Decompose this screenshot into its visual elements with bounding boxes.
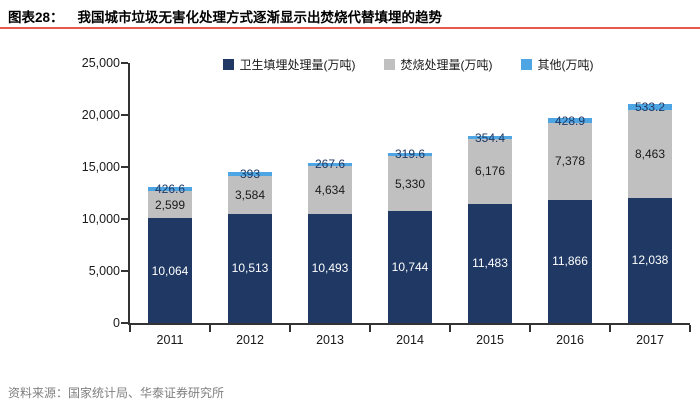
y-tick-label: 20,000 bbox=[81, 108, 120, 122]
x-tick-mark bbox=[209, 325, 211, 332]
bar-label-incineration-2017: 8,463 bbox=[634, 146, 666, 161]
bar-segment-other-2017 bbox=[628, 104, 672, 110]
x-category-label: 2011 bbox=[156, 333, 184, 347]
bar-label-incineration-2012: 3,584 bbox=[234, 188, 266, 203]
legend-label-incineration: 焚烧处理量(万吨) bbox=[400, 57, 493, 72]
bar-segment-landfill-2013 bbox=[308, 213, 352, 323]
y-tick-mark bbox=[121, 270, 128, 272]
bar-segment-incineration-2011 bbox=[148, 191, 192, 219]
x-tick-mark bbox=[529, 325, 531, 332]
bar-label-incineration-2013: 4,634 bbox=[314, 182, 346, 197]
bar-segment-incineration-2012 bbox=[228, 176, 272, 214]
bar-segment-incineration-2017 bbox=[628, 109, 672, 198]
figure-number: 图表28： bbox=[8, 10, 64, 25]
bar-segment-other-2015 bbox=[468, 135, 512, 140]
figure-title: 我国城市垃圾无害化处理方式逐渐显示出焚烧代替填埋的趋势 bbox=[77, 10, 443, 25]
bar-segment-landfill-2015 bbox=[468, 203, 512, 323]
bar-label-landfill-2013: 10,493 bbox=[311, 261, 349, 276]
legend-swatch-incineration bbox=[383, 58, 395, 70]
legend-item-landfill: 卫生填埋处理量(万吨) bbox=[222, 56, 356, 73]
bar-label-incineration-2015: 6,176 bbox=[474, 164, 506, 179]
y-tick-mark bbox=[121, 114, 128, 116]
header-divider bbox=[0, 27, 700, 29]
bar-label-landfill-2015: 11,483 bbox=[472, 256, 508, 271]
bar-segment-other-2016 bbox=[548, 118, 592, 123]
y-tick-mark bbox=[121, 62, 128, 64]
legend-label-landfill: 卫生填埋处理量(万吨) bbox=[239, 57, 356, 72]
bar-segment-landfill-2017 bbox=[628, 197, 672, 323]
bar-label-other-2016: 428.9 bbox=[554, 113, 586, 128]
figure-header: 图表28： 我国城市垃圾无害化处理方式逐渐显示出焚烧代替填埋的趋势 bbox=[8, 6, 442, 26]
bar-label-incineration-2011: 2,599 bbox=[154, 197, 186, 212]
bar-label-incineration-2016: 7,378 bbox=[554, 154, 586, 169]
bar-segment-landfill-2012 bbox=[228, 213, 272, 323]
bar-segment-other-2011 bbox=[148, 186, 192, 192]
bar-segment-other-2014 bbox=[388, 152, 432, 156]
x-category-label: 2015 bbox=[476, 333, 504, 347]
y-tick-mark bbox=[121, 322, 128, 324]
bar-segment-incineration-2016 bbox=[548, 122, 592, 200]
chart-legend: 卫生填埋处理量(万吨) 焚烧处理量(万吨) 其他(万吨) bbox=[128, 55, 688, 73]
bar-label-landfill-2017: 12,038 bbox=[631, 253, 669, 268]
legend-item-incineration: 焚烧处理量(万吨) bbox=[383, 56, 493, 73]
bar-segment-incineration-2015 bbox=[468, 139, 512, 204]
legend-item-other: 其他(万吨) bbox=[520, 56, 594, 73]
y-tick-label: 5,000 bbox=[88, 264, 120, 278]
bar-segment-landfill-2014 bbox=[388, 211, 432, 323]
x-category-label: 2016 bbox=[556, 333, 584, 347]
legend-swatch-other bbox=[520, 58, 532, 70]
y-tick-mark bbox=[121, 218, 128, 220]
y-tick-label: 25,000 bbox=[81, 56, 120, 70]
bar-segment-other-2012 bbox=[228, 172, 272, 177]
bar-label-other-2015: 354.4 bbox=[474, 130, 506, 145]
x-tick-mark bbox=[609, 325, 611, 332]
bar-segment-incineration-2013 bbox=[308, 165, 352, 214]
x-category-label: 2014 bbox=[396, 333, 424, 347]
bar-label-landfill-2012: 10,513 bbox=[231, 261, 269, 276]
y-tick-label: 15,000 bbox=[81, 160, 120, 174]
x-category-label: 2012 bbox=[236, 333, 264, 347]
x-tick-mark bbox=[289, 325, 291, 332]
x-tick-mark bbox=[689, 325, 691, 332]
bar-label-landfill-2014: 10,744 bbox=[391, 260, 429, 275]
bar-segment-landfill-2011 bbox=[148, 218, 192, 323]
bar-label-incineration-2014: 5,330 bbox=[394, 176, 426, 191]
x-tick-mark bbox=[449, 325, 451, 332]
bar-label-other-2013: 267.6 bbox=[314, 157, 346, 172]
source-note: 资料来源：国家统计局、华泰证券研究所 bbox=[8, 386, 225, 400]
legend-label-other: 其他(万吨) bbox=[537, 57, 594, 72]
bar-segment-other-2013 bbox=[308, 162, 352, 166]
y-tick-label: 10,000 bbox=[81, 212, 120, 226]
bar-label-other-2011: 426.6 bbox=[154, 182, 186, 197]
y-tick-mark bbox=[121, 166, 128, 168]
bar-segment-landfill-2016 bbox=[548, 199, 592, 323]
x-tick-mark bbox=[129, 325, 131, 332]
plot-area: 2011 2012 2013 2014 2015 2016 2017 10,064 2,599 4… bbox=[121, 62, 691, 347]
bar-label-other-2014: 319.6 bbox=[394, 147, 426, 162]
x-category-label: 2017 bbox=[636, 333, 664, 347]
y-tick-label: 0 bbox=[113, 316, 120, 330]
bar-segment-incineration-2014 bbox=[388, 155, 432, 212]
bar-label-other-2012: 393 bbox=[239, 167, 261, 182]
legend-swatch-landfill bbox=[222, 58, 234, 70]
bar-label-landfill-2016: 11,866 bbox=[552, 254, 588, 269]
x-category-label: 2013 bbox=[316, 333, 344, 347]
bar-label-landfill-2011: 10,064 bbox=[151, 263, 189, 278]
bar-label-other-2017: 533.2 bbox=[634, 100, 666, 115]
x-tick-mark bbox=[369, 325, 371, 332]
